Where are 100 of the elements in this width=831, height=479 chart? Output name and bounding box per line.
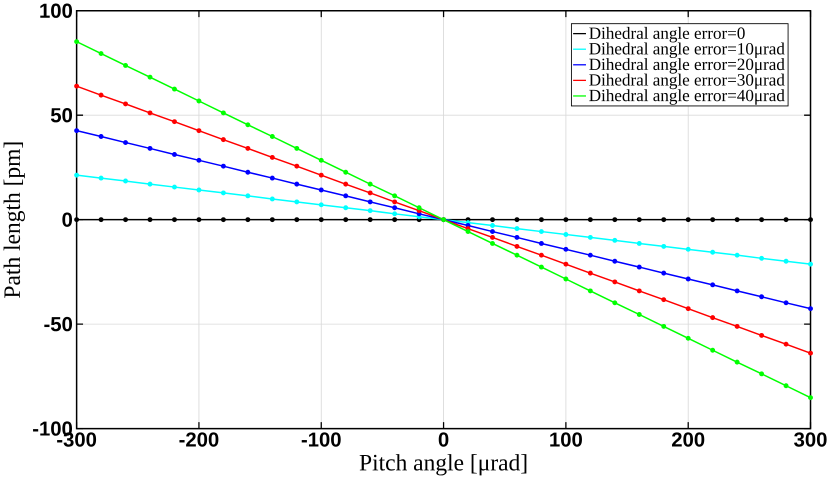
point xyxy=(710,348,716,353)
point xyxy=(343,182,348,187)
point xyxy=(368,208,373,214)
point xyxy=(661,297,666,302)
point xyxy=(661,270,666,276)
point xyxy=(514,226,520,232)
point xyxy=(710,315,716,320)
point xyxy=(98,51,104,56)
point xyxy=(220,190,226,196)
point xyxy=(148,217,152,222)
point xyxy=(636,312,642,317)
point xyxy=(220,110,226,116)
point xyxy=(74,172,80,178)
point xyxy=(808,306,813,312)
x-tick-label: 200 xyxy=(672,432,704,447)
x-tick-label: 300 xyxy=(794,432,827,447)
point xyxy=(392,199,398,204)
point xyxy=(514,217,520,222)
point xyxy=(563,232,568,237)
point xyxy=(538,241,544,246)
legend-label: Dihedral angle error=40μrad xyxy=(589,89,785,105)
point xyxy=(318,158,324,163)
point xyxy=(196,98,202,104)
point xyxy=(612,258,618,264)
legend-label: Dihedral angle error=20μrad xyxy=(589,58,785,74)
point xyxy=(172,217,177,222)
point xyxy=(612,217,618,222)
point xyxy=(74,39,80,44)
point xyxy=(612,279,618,284)
point xyxy=(318,217,324,222)
point xyxy=(392,193,398,198)
point xyxy=(759,371,764,376)
point xyxy=(734,324,740,329)
point xyxy=(784,383,789,388)
point xyxy=(808,395,813,400)
point xyxy=(98,217,104,222)
point xyxy=(588,252,593,258)
point xyxy=(490,223,495,228)
point xyxy=(245,146,250,151)
point xyxy=(74,128,80,134)
point xyxy=(98,134,104,139)
point xyxy=(759,217,764,222)
point xyxy=(294,146,300,151)
point xyxy=(220,217,226,222)
legend-label: Dihedral angle error=30μrad xyxy=(589,74,785,90)
point xyxy=(466,229,470,234)
point xyxy=(270,134,275,139)
point xyxy=(514,252,520,258)
point xyxy=(148,110,152,116)
point xyxy=(368,190,373,196)
point xyxy=(270,217,275,222)
point xyxy=(808,262,813,267)
point xyxy=(686,217,691,222)
point xyxy=(294,182,300,187)
point xyxy=(98,92,104,98)
point xyxy=(270,176,275,181)
point xyxy=(123,178,128,184)
point xyxy=(563,262,568,267)
point xyxy=(784,342,789,347)
point xyxy=(270,154,275,160)
point xyxy=(392,217,398,222)
point xyxy=(196,217,202,222)
point xyxy=(98,176,104,181)
point xyxy=(759,256,764,261)
point xyxy=(220,164,226,169)
point xyxy=(172,86,177,92)
point xyxy=(172,119,177,124)
point xyxy=(343,193,348,198)
point xyxy=(710,250,716,255)
point xyxy=(220,137,226,142)
point xyxy=(123,63,128,68)
y-axis-title: Path length [pm] xyxy=(4,142,25,298)
point xyxy=(490,234,495,240)
point xyxy=(245,170,250,175)
y-tick-label: -50 xyxy=(44,316,72,332)
point xyxy=(294,217,300,222)
point xyxy=(368,217,373,222)
point xyxy=(270,196,275,202)
point xyxy=(563,246,568,252)
point xyxy=(318,172,324,178)
point xyxy=(245,193,250,198)
point xyxy=(196,188,202,192)
point xyxy=(368,182,373,187)
point xyxy=(343,217,348,222)
point xyxy=(343,205,348,210)
point xyxy=(686,276,691,282)
point xyxy=(294,199,300,204)
point xyxy=(686,336,691,341)
point xyxy=(734,288,740,294)
point xyxy=(588,288,593,294)
point xyxy=(490,229,495,234)
point xyxy=(686,306,691,312)
point xyxy=(636,288,642,294)
point xyxy=(245,122,250,128)
point xyxy=(490,217,495,222)
point xyxy=(538,264,544,270)
point xyxy=(759,294,764,300)
point xyxy=(368,199,373,204)
point xyxy=(514,244,520,249)
point xyxy=(808,217,813,222)
